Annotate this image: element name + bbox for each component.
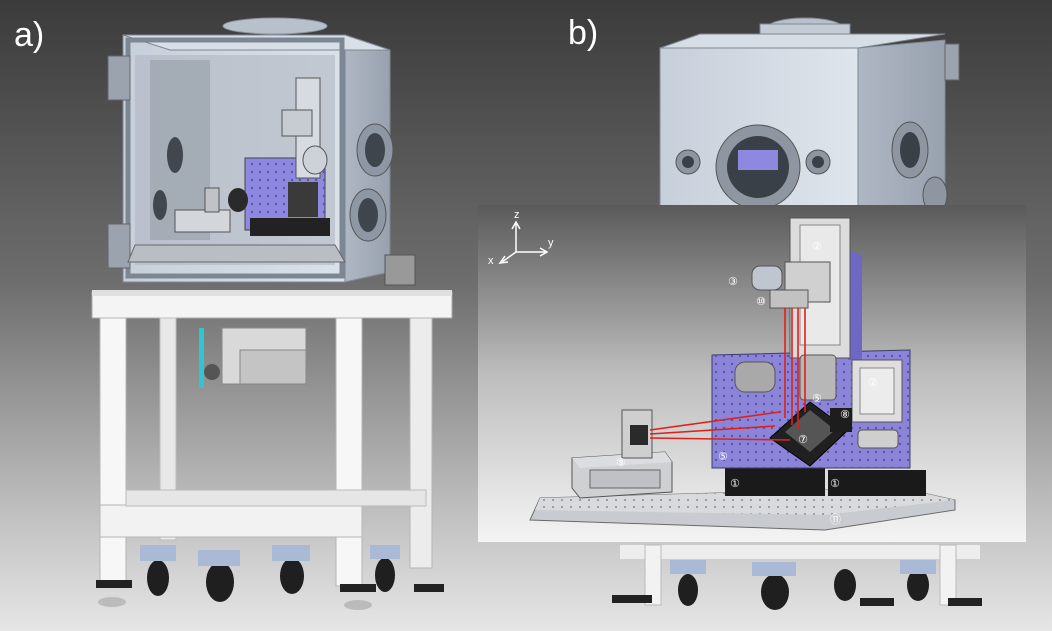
- panel-b-label: b): [568, 14, 599, 52]
- callout-5-lower: ⑤: [718, 450, 728, 463]
- support-frame-a: [91, 254, 453, 610]
- callout-1-right: ①: [830, 477, 840, 490]
- sample-stage-left: [571, 409, 673, 499]
- inset-optical-setup: z y x ② ③ ⑩ ② ⑤ ⑧ ⑦ ⑤ ⑨ ① ① ⑪: [478, 205, 1026, 542]
- optics-assembly-a: [174, 77, 330, 236]
- spacer-block-right: [828, 470, 926, 496]
- callout-11: ⑪: [830, 513, 841, 526]
- horizontal-stage-right: [851, 359, 903, 449]
- panel-a-label: a): [14, 16, 45, 54]
- callout-7: ⑦: [798, 433, 808, 446]
- callout-8: ⑧: [840, 408, 850, 421]
- axis-x-label: x: [488, 255, 494, 267]
- laser-beams: [649, 308, 806, 441]
- axis-y-label: y: [548, 237, 554, 249]
- callout-3: ③: [728, 275, 738, 288]
- caster-wheels-a: [96, 545, 444, 610]
- callout-5-upper: ⑤: [812, 392, 822, 405]
- callout-2-top: ②: [812, 240, 822, 253]
- callout-9: ⑨: [616, 456, 626, 469]
- callout-1-left: ①: [730, 477, 740, 490]
- coordinate-axes: [498, 220, 549, 264]
- vertical-stage: [734, 217, 851, 401]
- mirror-mount: [769, 401, 852, 467]
- panel-b-chamber: [612, 17, 982, 610]
- callout-2-right: ②: [868, 376, 878, 389]
- axis-z-label: z: [514, 209, 520, 221]
- callout-10: ⑩: [756, 295, 766, 308]
- panel-a-setup: [91, 17, 453, 610]
- spacer-block-left: [725, 468, 825, 496]
